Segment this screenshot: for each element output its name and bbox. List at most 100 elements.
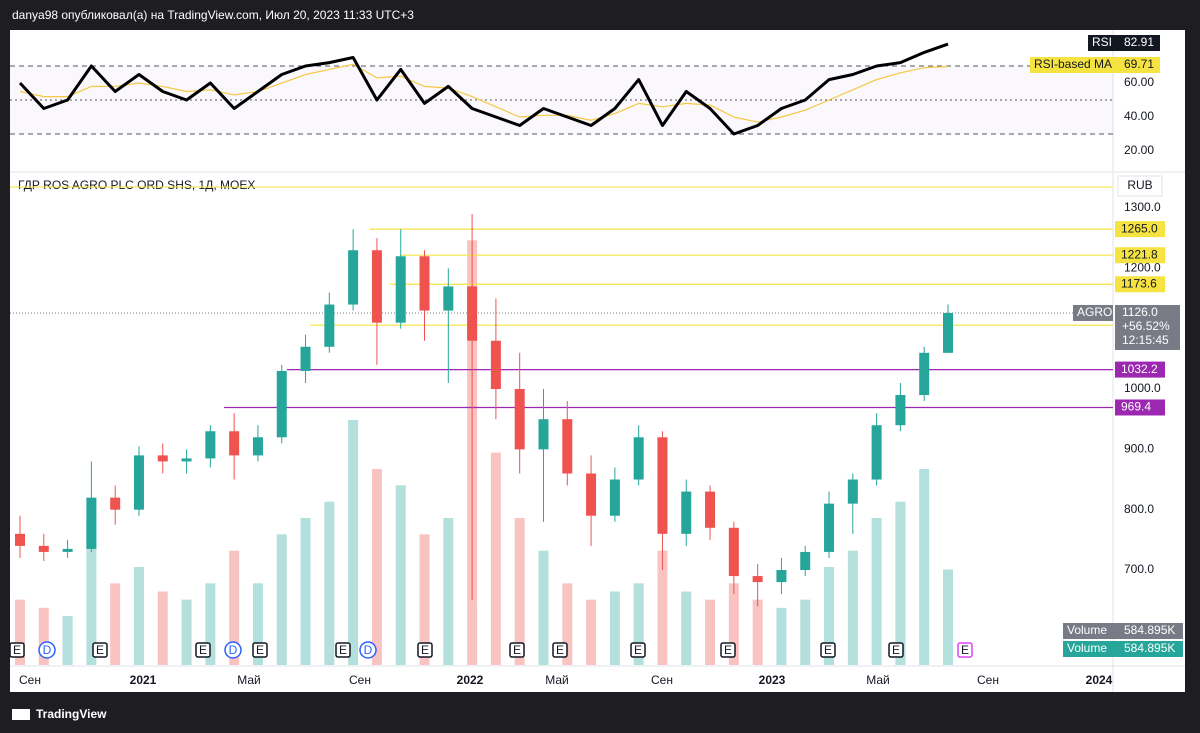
x-tick-label: 2021 (130, 673, 157, 687)
volume-bar (895, 501, 906, 665)
candle-body (62, 548, 73, 552)
candle-body (371, 250, 382, 323)
chart-title: ГДР ROS AGRO PLC ORD SHS, 1Д, MOEX (18, 178, 255, 192)
volume-bar (157, 591, 168, 665)
currency-box[interactable] (1117, 175, 1163, 197)
volume-bar (300, 518, 311, 665)
event-label: D (364, 643, 373, 657)
candle-body (395, 256, 406, 323)
volume-bar (324, 501, 335, 665)
rsi-value: 82.91 (1124, 35, 1154, 49)
volume-box (1063, 623, 1183, 639)
volume-bar (38, 607, 49, 665)
event-label: E (556, 643, 564, 657)
volume-bar (348, 420, 359, 665)
rsi-line (18, 42, 949, 136)
event-marker (335, 642, 351, 658)
x-tick-label: Сен (977, 673, 999, 687)
rsi-tick-label: 40.00 (1124, 109, 1154, 123)
volume-bar (252, 583, 263, 665)
volume-bar (586, 599, 597, 665)
event-marker (252, 642, 268, 658)
last-price: 1126.0 (1122, 305, 1158, 319)
volume-bar (419, 534, 430, 665)
volume-bar (133, 567, 144, 665)
rsi-ma-value: 69.71 (1124, 57, 1154, 71)
event-marker (888, 642, 904, 658)
candle-body (229, 431, 240, 456)
candle-body (586, 473, 597, 516)
event-label: E (421, 643, 429, 657)
y-tick-label: 800.0 (1124, 502, 1154, 516)
candle-body (490, 340, 501, 390)
volume-bar (728, 583, 739, 665)
candle-body (609, 479, 620, 516)
y-tick-label: 1000.0 (1124, 381, 1161, 395)
x-tick-label: 2022 (457, 673, 484, 687)
candle-body (728, 527, 739, 577)
volume-bar (752, 599, 763, 665)
level-label: 1173.6 (1121, 276, 1157, 290)
event-marker (820, 642, 836, 658)
event-marker (9, 642, 25, 658)
x-tick-label: 2023 (759, 673, 786, 687)
volume-bar (538, 550, 549, 665)
candle-body (752, 576, 763, 583)
candle-body (324, 304, 335, 347)
event-label: D (43, 643, 52, 657)
volume-bar (633, 583, 644, 665)
level-label: 1265.0 (1121, 221, 1158, 235)
volume-bar (15, 599, 25, 665)
x-tick-label: Май (545, 673, 569, 687)
volume-bar (371, 469, 382, 665)
candle-body (181, 458, 192, 462)
x-tick-label: Май (866, 673, 890, 687)
level-box (1115, 247, 1165, 264)
event-label: E (824, 643, 832, 657)
candle-body (895, 395, 906, 426)
volume-bar (229, 550, 240, 665)
last-change: +56.52% (1122, 319, 1170, 333)
last-price-box (1115, 304, 1180, 350)
volume-bar (443, 518, 454, 665)
event-label: E (339, 643, 347, 657)
event-label: E (256, 643, 264, 657)
event-label: E (634, 643, 642, 657)
event-marker (38, 641, 56, 659)
candle-body (514, 389, 525, 450)
event-label: E (892, 643, 900, 657)
volume-bar (562, 583, 573, 665)
volume-name: Volume (1067, 641, 1107, 655)
volume-bar (110, 583, 121, 665)
event-label: E (724, 643, 732, 657)
level-label: 1221.8 (1121, 247, 1158, 261)
volume-name: Volume (1067, 623, 1107, 637)
event-marker (957, 642, 973, 658)
logo (12, 709, 30, 720)
event-marker (720, 642, 736, 658)
event-marker (359, 641, 377, 659)
x-tick-label: Сен (19, 673, 41, 687)
rsi-tick-label: 20.00 (1124, 143, 1154, 157)
event-label: E (96, 643, 104, 657)
candle-body (538, 419, 549, 450)
volume-bar (800, 599, 811, 665)
last-timer: 12:15:45 (1122, 333, 1169, 347)
volume-bar (681, 591, 692, 665)
volume-bar (276, 534, 287, 665)
brand: TradingView (36, 707, 107, 721)
currency: RUB (1127, 178, 1152, 192)
volume-label: 584.895K (1124, 623, 1175, 637)
y-tick-label: 1300.0 (1124, 200, 1161, 214)
candle-body (15, 533, 25, 546)
candle-body (133, 455, 144, 510)
candle-body (252, 437, 263, 456)
event-label: E (199, 643, 207, 657)
rsi-ma-line (19, 63, 949, 123)
level-label: 1032.2 (1121, 362, 1158, 376)
x-tick-label: Сен (349, 673, 371, 687)
rsi-ma-box (1030, 57, 1160, 73)
candle-body (633, 437, 644, 480)
candle-body (657, 437, 668, 534)
